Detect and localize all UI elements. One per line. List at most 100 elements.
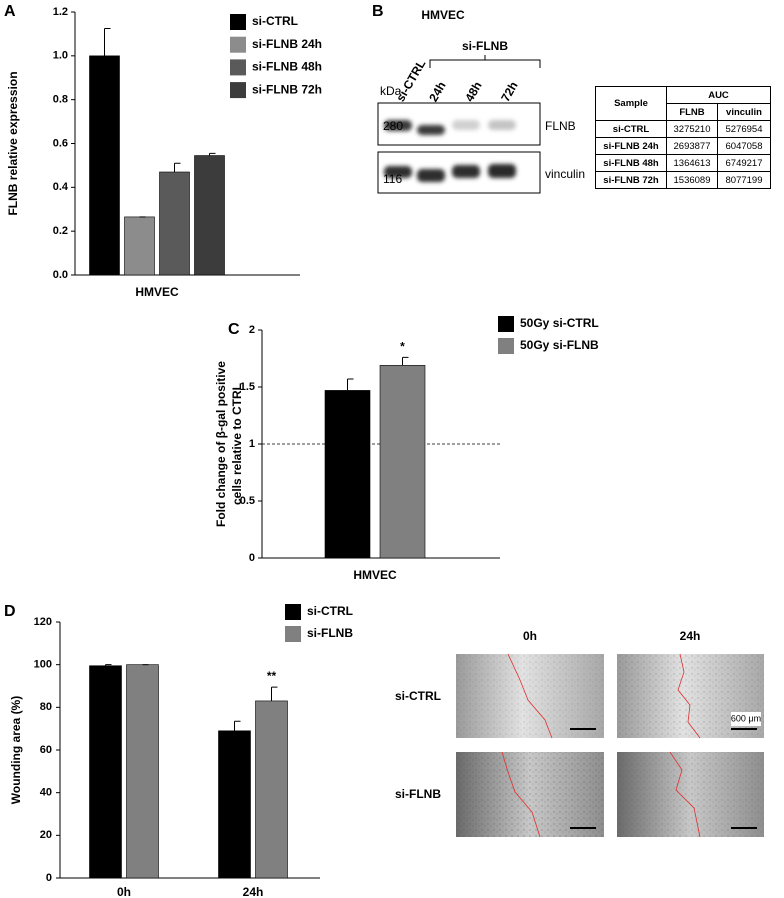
y-tick-label: 1.2	[53, 6, 68, 18]
legend-swatch	[498, 316, 514, 332]
scale-label-box	[731, 712, 761, 726]
y-tick-label: 1.5	[240, 381, 255, 393]
legend-swatch	[230, 82, 246, 99]
table-row: si-FLNB 24h 2693877 6047058	[595, 137, 771, 155]
table-cell: 6047058	[717, 137, 771, 155]
header-cell: Sample	[595, 86, 667, 121]
table-row: si-CTRL 3275210 5276954	[595, 120, 771, 138]
y-tick-label: 20	[40, 829, 52, 841]
bar	[218, 730, 251, 879]
row-header: si-CTRL	[595, 120, 667, 138]
y-axis-label: FLNB relative expression	[6, 71, 20, 215]
significance-label: **	[267, 669, 277, 683]
bar	[159, 171, 190, 276]
band	[488, 164, 516, 178]
bar	[89, 55, 120, 276]
error-bar	[271, 686, 278, 701]
y-axis-label: Fold change of β-gal positive	[214, 361, 228, 527]
group-bracket	[429, 55, 541, 68]
y-tick-label: 100	[34, 659, 52, 671]
marker-label: 116	[383, 172, 402, 186]
lane-label: si-CTRL	[393, 57, 428, 104]
y-tick-label: 0.0	[53, 269, 68, 281]
legend-label: si-FLNB 72h	[252, 82, 322, 96]
legend-swatch	[230, 36, 246, 53]
blot-bands	[384, 120, 516, 182]
bar	[194, 155, 225, 276]
y-tick-label: 1.0	[53, 50, 68, 62]
row-header: si-FLNB 24h	[595, 137, 667, 155]
table-cell: 1536089	[666, 171, 718, 189]
lane-label: 72h	[498, 79, 520, 104]
bar	[124, 216, 155, 276]
bar	[89, 665, 122, 879]
legend-swatch	[230, 14, 246, 30]
legend-swatch	[498, 338, 514, 354]
band	[452, 165, 480, 178]
row-header: si-FLNB 48h	[595, 154, 667, 172]
auc-table: Sample AUC FLNB vinculin si-CTRL 3275210 5…	[595, 86, 771, 189]
y-tick-label: 0.4	[53, 181, 69, 193]
legend-swatch	[285, 604, 301, 620]
image-row-label: si-FLNB	[395, 787, 441, 801]
bar	[126, 664, 159, 879]
band	[488, 120, 516, 130]
table-cell: 6749217	[717, 154, 771, 172]
header-cell: vinculin	[717, 103, 771, 121]
y-tick-label: 2	[249, 324, 255, 336]
band-label: FLNB	[545, 119, 576, 133]
y-tick-label: 0.5	[240, 495, 255, 507]
blot-group-label: si-FLNB	[462, 39, 508, 53]
band	[417, 169, 445, 182]
band	[417, 125, 445, 135]
panel-label: A	[4, 3, 16, 20]
error-bar	[209, 152, 216, 156]
image-column-label: 24h	[680, 629, 701, 643]
table-row: si-FLNB 72h 1536089 8077199	[595, 171, 771, 189]
error-bar	[234, 720, 241, 731]
unit-label: kDa	[380, 84, 402, 98]
x-tick-label: HMVEC	[353, 568, 397, 582]
legend-swatch	[230, 59, 246, 76]
y-tick-label: 60	[40, 744, 52, 756]
y-tick-label: 0	[249, 552, 255, 564]
error-bar	[347, 378, 354, 391]
band-label: vinculin	[545, 167, 585, 181]
legend-label: 50Gy si-CTRL	[520, 316, 599, 330]
y-tick-label: 0.6	[53, 137, 68, 149]
bar	[324, 390, 371, 559]
legend-label: si-FLNB 48h	[252, 60, 322, 74]
y-tick-label: 0.2	[53, 225, 68, 237]
legend-label: si-FLNB 24h	[252, 37, 322, 51]
y-tick-label: 80	[40, 701, 52, 713]
lane-label: 48h	[462, 79, 484, 104]
panel-label: B	[372, 3, 384, 20]
legend-swatch	[285, 626, 301, 642]
micrograph	[456, 653, 604, 739]
blot-title: HMVEC	[421, 8, 465, 22]
legend-label: si-CTRL	[307, 604, 353, 618]
lane-label: 24h	[426, 79, 448, 104]
significance-label: *	[400, 340, 405, 354]
image-column-label: 0h	[523, 629, 537, 643]
table-cell: 8077199	[717, 171, 771, 189]
x-tick-label: HMVEC	[135, 285, 179, 299]
header-cell: FLNB	[666, 103, 718, 121]
y-tick-label: 1	[249, 438, 255, 450]
table-cell: 3275210	[666, 120, 718, 138]
micrograph	[617, 751, 764, 838]
table-cell: 1364613	[666, 154, 718, 172]
header-cell: AUC	[666, 86, 771, 104]
band	[384, 120, 412, 131]
band	[384, 166, 412, 178]
scale-label: 600 μm	[731, 713, 761, 723]
y-axis-label: Wounding area (%)	[9, 696, 23, 804]
x-tick-label: 24h	[243, 885, 264, 898]
table-row: si-FLNB 48h 1364613 6749217	[595, 154, 771, 172]
error-bar	[105, 664, 112, 666]
panel-label: C	[228, 321, 240, 338]
y-axis-label: cells relative to CTRL	[230, 383, 244, 505]
error-bar	[174, 162, 181, 172]
table-cell: 5276954	[717, 120, 771, 138]
